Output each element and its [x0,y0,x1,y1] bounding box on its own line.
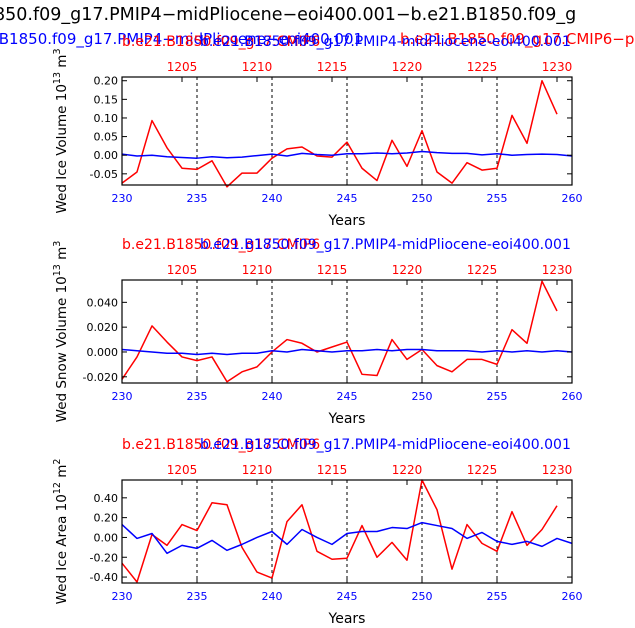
panel-3-series-piControl-line [121,479,558,583]
panel-2: -0.020 0.000 0.020 0.040 230 235 240 245 250 255 2… [52,237,583,427]
panel-1-xlabel: Years [328,213,366,229]
panel-1-xtick-label: 245 [337,192,358,205]
panel-3-ytick-label: -0.20 [90,551,118,564]
panel-3: -0.40 -0.20 0.00 0.20 0.40 230 235 240 245 250 255… [52,437,583,627]
panel-3-xlabel: Years [328,611,366,627]
figure-title-red: b.e21.B1850.f09_g17.CMIP6−piCont [400,30,635,49]
panel-3-ytick-label: 0.00 [94,531,119,544]
panel-1-xtick-label: 250 [412,192,433,205]
panel-2-ytick-label: -0.020 [83,371,118,384]
panel-1-ytick-label: 0.00 [94,149,119,162]
panel-2-xtick-top-label: 1210 [242,263,273,277]
panel-1-xtick-top-label: 1210 [242,60,273,74]
panel-1-series-midPliocene-line [121,150,573,159]
panel-2-xtick-label: 240 [262,390,283,403]
panel-1-ylabel-part-1: Wed Ice Volume 10 [54,84,70,213]
panel-1-title-red: b.e21.B1850.f09_g17.CMIP6 [122,34,320,50]
panel-2-ytick-label: 0.040 [87,296,119,309]
panel-2-ylabel-part-1: Wed Snow Volume 10 [54,276,70,422]
panel-1-ytick-label: 0.05 [94,131,119,144]
panel-1-series-piControl-line [121,79,558,188]
panel-1-ylabel-part-4: 3 [52,49,63,55]
panel-1-xtick-top-label: 1205 [167,60,198,74]
panel-2-title-red: b.e21.B1850.f09_g17.CMIP6 [122,237,320,253]
panel-3-ytick-label: 0.20 [94,512,119,525]
panel-1-ytick-label: 0.20 [94,75,119,88]
panel-3-xtick-label: 230 [112,590,133,603]
panel-1-xtick-label: 260 [562,192,583,205]
panel-3-title-blue: b.e21.B1850.f09_g17.PMIP4-midPliocene-eo… [200,437,571,453]
panel-3-ylabel-part-4: 2 [52,459,63,465]
panel-3-title-red: b.e21.B1850.f09_g17.CMIP6 [122,437,320,453]
panel-3-xtick-top-label: 1205 [167,463,198,477]
panel-1-xtick-top-label: 1220 [392,60,423,74]
panel-2-xtick-top-label: 1225 [467,263,498,277]
panel-2-xtick-top-label: 1230 [542,263,573,277]
panel-1-ylabel-part-3: m [54,55,70,72]
panel-3-xtick-label: 250 [412,590,433,603]
panel-2-ylabel-part-3: m [54,247,70,264]
panel-3-xtick-label: 255 [487,590,508,603]
panel-3-xtick-top-label: 1215 [317,463,348,477]
panel-1-ytick-label: 0.10 [94,112,119,125]
figure-title-blue: .B1850.f09_g17.PMIP4−midPliocene−eoi400.… [0,30,363,49]
panel-3-xtick-top-label: 1210 [242,463,273,477]
panel-3-xtick-label: 260 [562,590,583,603]
panel-3-ytick-label: 0.40 [94,492,119,505]
panel-3-ylabel-part-1: Wed Ice Area 10 [54,494,70,604]
panel-2-series-midPliocene-line [121,348,573,356]
panel-1-ytick-label: 0.15 [94,93,119,106]
panel-2-xtick-label: 235 [187,390,208,403]
panel-1-ytick-label: -0.05 [90,168,118,181]
panel-2-ytick-label: 0.020 [87,321,119,334]
panel-1-title-blue: b.e21.B1850.f09_g17.PMIP4-midPliocene-eo… [200,34,571,50]
panel-2-xtick-label: 260 [562,390,583,403]
panel-3-ylabel-part-3: m [54,465,70,482]
panel-3-xtick-label: 235 [187,590,208,603]
panel-3-ytick-label: -0.40 [90,571,118,584]
panel-1-ylabel: Wed Ice Volume 1013 m3 [52,49,70,214]
panel-3-series-midPliocene-line [121,521,573,555]
panel-3-xtick-label: 240 [262,590,283,603]
panel-2-ylabel-part-2: 13 [52,264,63,276]
panel-2-ylabel: Wed Snow Volume 1013 m3 [52,241,70,423]
panel-2-xtick-label: 255 [487,390,508,403]
panel-2-xtick-top-label: 1205 [167,263,198,277]
panel-3-xtick-top-label: 1230 [542,463,573,477]
panel-2-xtick-top-label: 1215 [317,263,348,277]
panel-1-xtick-label: 235 [187,192,208,205]
panel-3-xtick-top-label: 1225 [467,463,498,477]
panel-2-series-piControl-line [121,280,558,383]
panel-2-ylabel-part-4: 3 [52,241,63,247]
panel-2-ytick-label: 0.000 [87,346,119,359]
panel-2-title-blue: b.e21.B1850.f09_g17.PMIP4-midPliocene-eo… [200,237,571,253]
panel-2-xlabel: Years [328,411,366,427]
panel-1-xtick-top-label: 1225 [467,60,498,74]
panel-1-xtick-top-label: 1215 [317,60,348,74]
panel-1-xtick-top-label: 1230 [542,60,573,74]
panel-1-xtick-label: 230 [112,192,133,205]
panel-1-ylabel-part-2: 13 [52,72,63,84]
panel-3-ylabel: Wed Ice Area 1012 m2 [52,459,70,605]
panel-2-xtick-label: 245 [337,390,358,403]
panel-1-xtick-label: 255 [487,192,508,205]
panel-3-xtick-top-label: 1220 [392,463,423,477]
panel-2-xtick-label: 250 [412,390,433,403]
panel-3-xtick-label: 245 [337,590,358,603]
panel-1: -0.05 0.00 0.05 0.10 0.15 0.20 230 235 240 245 250… [52,34,583,229]
panel-2-xtick-top-label: 1220 [392,263,423,277]
figure-title-black: 850.f09_g17.PMIP4−midPliocene−eoi400.001… [0,5,576,25]
panel-1-xtick-label: 240 [262,192,283,205]
panel-3-ylabel-part-2: 12 [52,482,63,494]
panel-2-xtick-label: 230 [112,390,133,403]
